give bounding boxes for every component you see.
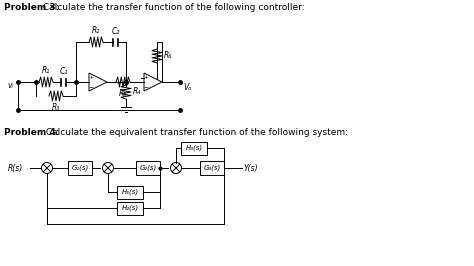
Text: Calculate the transfer function of the following controller:: Calculate the transfer function of the f… [40, 3, 305, 12]
Text: R(s): R(s) [8, 164, 23, 172]
Text: H₂(s): H₂(s) [121, 205, 138, 211]
Text: Problem 3:: Problem 3: [4, 3, 59, 12]
Text: G₃(s): G₃(s) [203, 165, 220, 171]
Text: Vₒ: Vₒ [183, 82, 191, 92]
Text: +: + [88, 75, 94, 80]
Text: C₂: C₂ [112, 27, 120, 36]
Text: Calculate the equivalent transfer function of the following system:: Calculate the equivalent transfer functi… [43, 128, 348, 137]
Text: R₃: R₃ [52, 103, 60, 112]
Text: vᵢ: vᵢ [7, 81, 13, 90]
Text: H₁(s): H₁(s) [121, 189, 138, 195]
Bar [117, 202, 143, 214]
Text: R₅: R₅ [119, 89, 127, 98]
Text: C₁: C₁ [60, 68, 68, 77]
Bar [117, 185, 143, 198]
Text: Y(s): Y(s) [244, 164, 259, 172]
Text: R₁: R₁ [42, 66, 50, 75]
Bar [200, 161, 224, 175]
Text: Problem 4:: Problem 4: [4, 128, 59, 137]
Text: R₄: R₄ [133, 88, 141, 97]
Text: G₁(s): G₁(s) [72, 165, 89, 171]
Bar [136, 161, 160, 175]
Text: −: − [88, 84, 94, 89]
Bar [68, 161, 92, 175]
Text: H₃(s): H₃(s) [185, 145, 202, 151]
Text: R₆: R₆ [164, 52, 172, 60]
Text: −: − [143, 84, 149, 89]
Text: G₂(s): G₂(s) [139, 165, 156, 171]
Bar [181, 142, 207, 155]
Text: +: + [143, 75, 149, 80]
Text: R₂: R₂ [92, 26, 100, 35]
